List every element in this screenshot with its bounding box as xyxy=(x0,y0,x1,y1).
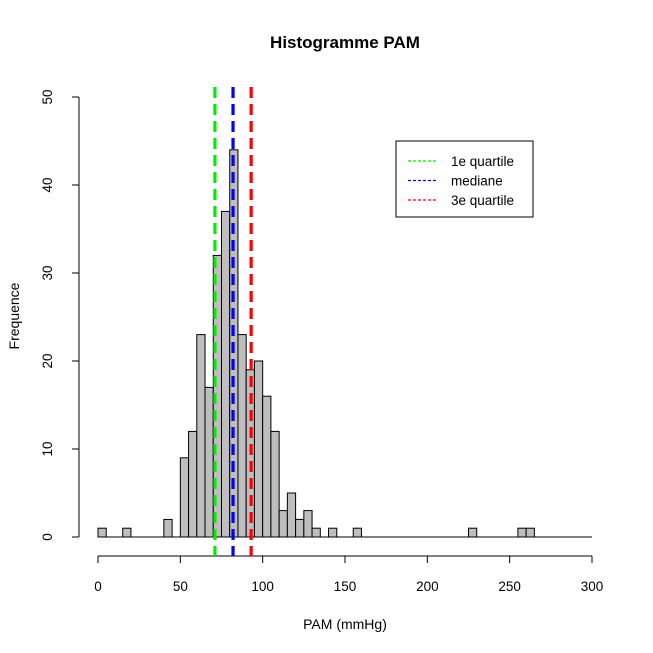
x-tick-label: 250 xyxy=(498,579,521,594)
axes-layer: 0 50 100 150 200 250 300 0 10 20 30 40 50 xyxy=(40,89,603,594)
histogram-bar xyxy=(97,527,107,538)
histogram-bar xyxy=(303,510,313,538)
y-tick-label: 20 xyxy=(40,353,55,368)
histogram-bar xyxy=(311,527,321,538)
histogram-bar xyxy=(188,430,198,538)
histogram-bar xyxy=(179,457,190,538)
histogram-bar xyxy=(278,510,288,538)
histogram-bar xyxy=(262,395,272,538)
histogram-bar xyxy=(196,334,206,538)
x-tick-label: 100 xyxy=(251,579,274,594)
histogram-bar xyxy=(468,527,478,538)
histogram-bar xyxy=(122,527,132,538)
x-axis-label: PAM (mmHg) xyxy=(303,616,387,632)
bars-layer xyxy=(97,149,592,538)
histogram-bar xyxy=(237,334,247,538)
y-tick-label: 0 xyxy=(40,533,55,541)
chart-title: Histogramme PAM xyxy=(270,33,420,52)
y-tick-label: 50 xyxy=(40,89,55,104)
histogram-bar xyxy=(221,210,231,538)
x-tick-label: 200 xyxy=(416,579,439,594)
legend-label: 3e quartile xyxy=(451,193,514,208)
y-tick-label: 40 xyxy=(40,177,55,192)
histogram-bar xyxy=(352,527,362,538)
histogram-bar xyxy=(295,518,305,538)
histogram-bar xyxy=(270,430,280,538)
quartile-lines-layer xyxy=(213,87,253,556)
legend: 1e quartile mediane 3e quartile xyxy=(395,140,534,218)
histogram-bar xyxy=(204,386,214,538)
histogram-bar xyxy=(525,527,535,538)
histogram-bar xyxy=(163,518,173,538)
legend-label: 1e quartile xyxy=(451,154,514,169)
x-tick-label: 300 xyxy=(581,579,604,594)
histogram-bar xyxy=(328,527,338,538)
y-axis-label: Frequence xyxy=(6,282,22,349)
x-tick-label: 50 xyxy=(173,579,188,594)
legend-box xyxy=(395,140,534,218)
x-tick-label: 150 xyxy=(334,579,357,594)
x-tick-label: 0 xyxy=(94,579,102,594)
histogram-bar xyxy=(286,492,297,538)
y-tick-label: 30 xyxy=(40,265,55,280)
legend-label: mediane xyxy=(451,174,503,189)
y-tick-label: 10 xyxy=(40,441,55,456)
histogram-bar xyxy=(253,360,264,538)
histogram-bar xyxy=(517,527,527,538)
